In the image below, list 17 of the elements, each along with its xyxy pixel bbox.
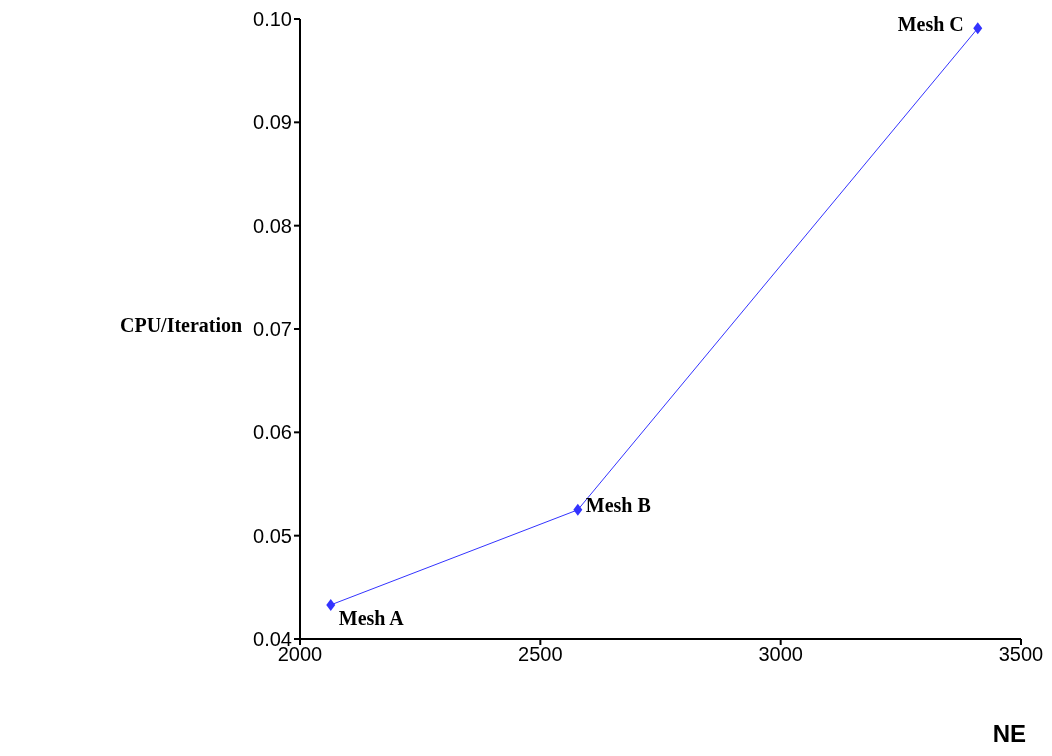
y-tick-label: 0.08: [253, 214, 292, 237]
y-tick-label: 0.05: [253, 524, 292, 547]
annotation: Mesh B: [585, 494, 651, 517]
x-tick-label: 3000: [758, 643, 803, 666]
y-tick-label: 0.06: [253, 421, 292, 444]
y-axis-title: CPU/Iteration: [120, 314, 243, 337]
x-tick-label: 3500: [998, 643, 1044, 666]
x-tick-label: 2500: [518, 643, 563, 666]
point: [573, 503, 583, 516]
point: [326, 598, 336, 611]
y-tick-label: 0.09: [253, 111, 292, 134]
y-tick-label: 0.07: [253, 318, 292, 341]
annotation: Mesh A: [338, 607, 405, 630]
annotation: Mesh C: [897, 12, 964, 35]
point: [973, 22, 983, 35]
y-tick-label: 0.10: [253, 8, 292, 31]
x-axis-title: NE: [992, 720, 1026, 748]
